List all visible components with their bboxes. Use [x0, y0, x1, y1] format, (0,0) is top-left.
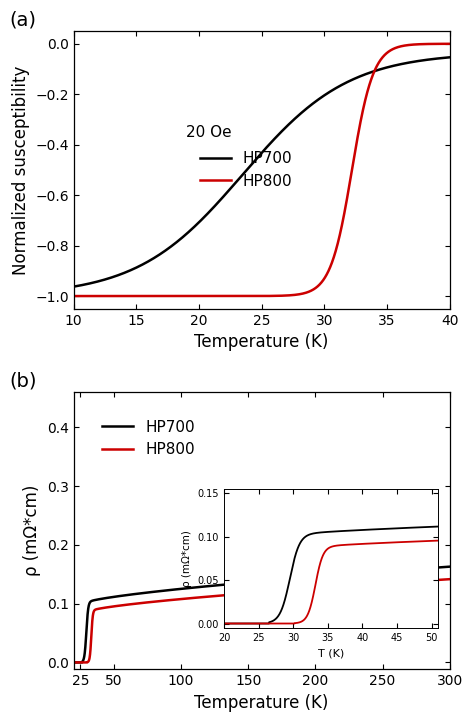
HP700 [231, 180, 237, 189]
HP800 [344, 581, 350, 590]
HP700 [249, 578, 255, 586]
HP700 [136, 262, 142, 270]
HP800 [71, 291, 76, 300]
HP800 [71, 658, 76, 667]
HP700 [229, 580, 235, 589]
HP800 [447, 40, 453, 48]
HP700 [439, 54, 445, 62]
HP800 [232, 590, 237, 599]
HP800 [439, 40, 445, 48]
Line: HP800: HP800 [73, 44, 450, 296]
Line: HP700: HP700 [73, 57, 450, 286]
X-axis label: Temperature (K): Temperature (K) [194, 333, 329, 351]
HP700 [71, 658, 76, 667]
Legend: HP700, HP800: HP700, HP800 [194, 145, 299, 195]
HP800 [249, 589, 255, 597]
HP700 [344, 570, 350, 578]
HP700 [435, 563, 441, 572]
HP800 [215, 291, 221, 300]
Text: (a): (a) [9, 11, 36, 30]
Legend: HP700, HP800: HP700, HP800 [96, 414, 201, 463]
HP800 [399, 42, 405, 51]
HP800 [435, 576, 441, 584]
HP700 [215, 198, 221, 207]
Line: HP800: HP800 [73, 579, 450, 662]
Text: (b): (b) [9, 372, 37, 390]
HP700 [232, 579, 237, 588]
HP800 [229, 590, 235, 599]
HP700 [71, 282, 76, 291]
Line: HP700: HP700 [73, 567, 450, 662]
HP800 [136, 291, 142, 300]
HP800 [447, 575, 453, 583]
HP700 [399, 59, 405, 68]
HP700 [447, 53, 453, 61]
HP800 [231, 291, 237, 300]
HP800 [114, 291, 119, 300]
Y-axis label: ρ (mΩ*cm): ρ (mΩ*cm) [23, 485, 41, 576]
Text: 20 Oe: 20 Oe [186, 124, 232, 140]
HP700 [447, 562, 453, 571]
HP700 [114, 271, 119, 280]
Y-axis label: Normalized susceptibility: Normalized susceptibility [11, 65, 29, 275]
X-axis label: Temperature (K): Temperature (K) [194, 694, 329, 712]
HP800 [417, 577, 422, 586]
HP700 [417, 565, 422, 573]
